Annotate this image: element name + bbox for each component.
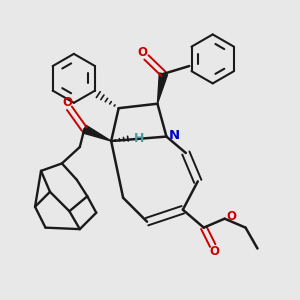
Text: O: O (138, 46, 148, 59)
Text: N: N (168, 129, 179, 142)
Polygon shape (82, 125, 111, 141)
Text: O: O (226, 210, 236, 223)
Text: H: H (134, 132, 144, 145)
Text: O: O (209, 245, 219, 258)
Polygon shape (158, 73, 167, 104)
Text: O: O (62, 96, 72, 109)
